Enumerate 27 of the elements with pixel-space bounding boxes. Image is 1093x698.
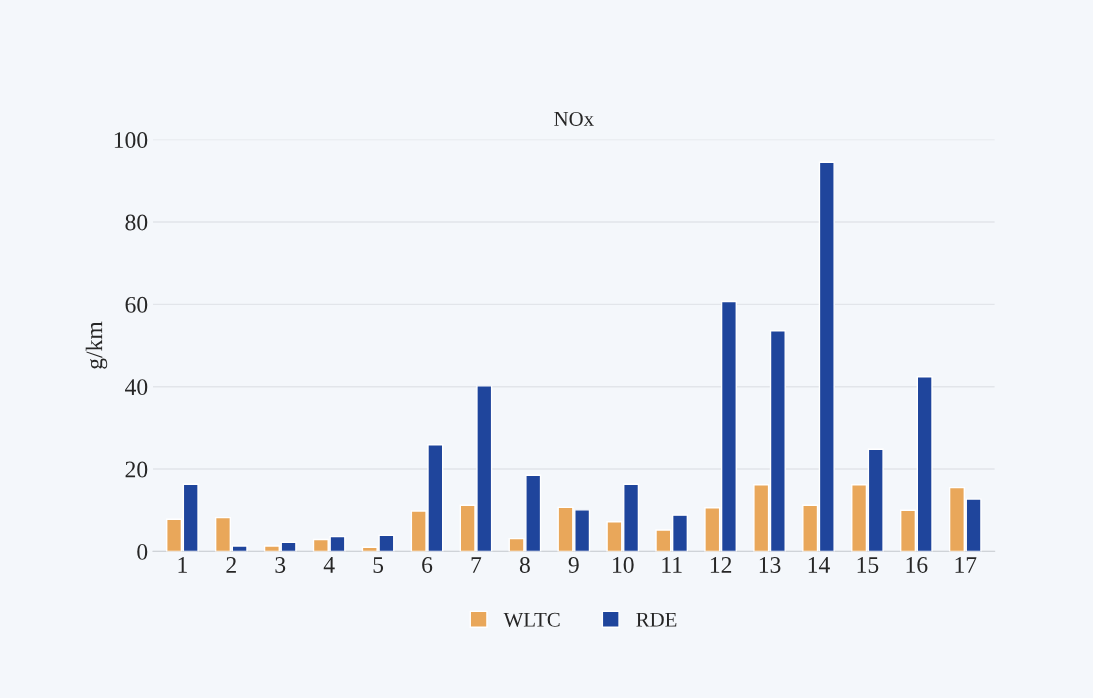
x-tick-label: 4 [323, 557, 335, 573]
legend-label: RDE [636, 612, 677, 627]
y-tick-label: 80 [125, 214, 148, 231]
y-tick-label: 60 [125, 296, 148, 313]
x-tick-label: 2 [226, 557, 236, 573]
x-tick-label: 15 [857, 557, 879, 573]
x-tick-label: 17 [955, 557, 977, 573]
x-tick-label: 9 [568, 557, 579, 573]
x-tick-label: 13 [759, 557, 781, 573]
x-tick-label: 8 [519, 556, 530, 573]
x-tick-label: 16 [906, 557, 928, 573]
x-tick-label: 10 [613, 556, 634, 573]
x-tick-label: 12 [710, 557, 732, 573]
chart-title: NOx [554, 111, 594, 126]
y-tick-label: 20 [125, 461, 148, 478]
y-axis-title: g/km [85, 321, 108, 369]
y-tick-label: 0 [137, 543, 148, 560]
x-tick-label: 14 [808, 557, 830, 573]
x-tick-label: 3 [275, 557, 286, 573]
x-tick-label: 7 [471, 557, 482, 573]
y-tick-label: 40 [125, 379, 148, 396]
x-tick-label: 1 [178, 557, 187, 573]
y-tick-label: 100 [114, 132, 148, 149]
x-tick-label: 5 [373, 557, 384, 573]
x-tick-label: 6 [422, 557, 433, 573]
x-tick-label: 11 [662, 557, 682, 573]
legend-label: WLTC [503, 612, 560, 627]
